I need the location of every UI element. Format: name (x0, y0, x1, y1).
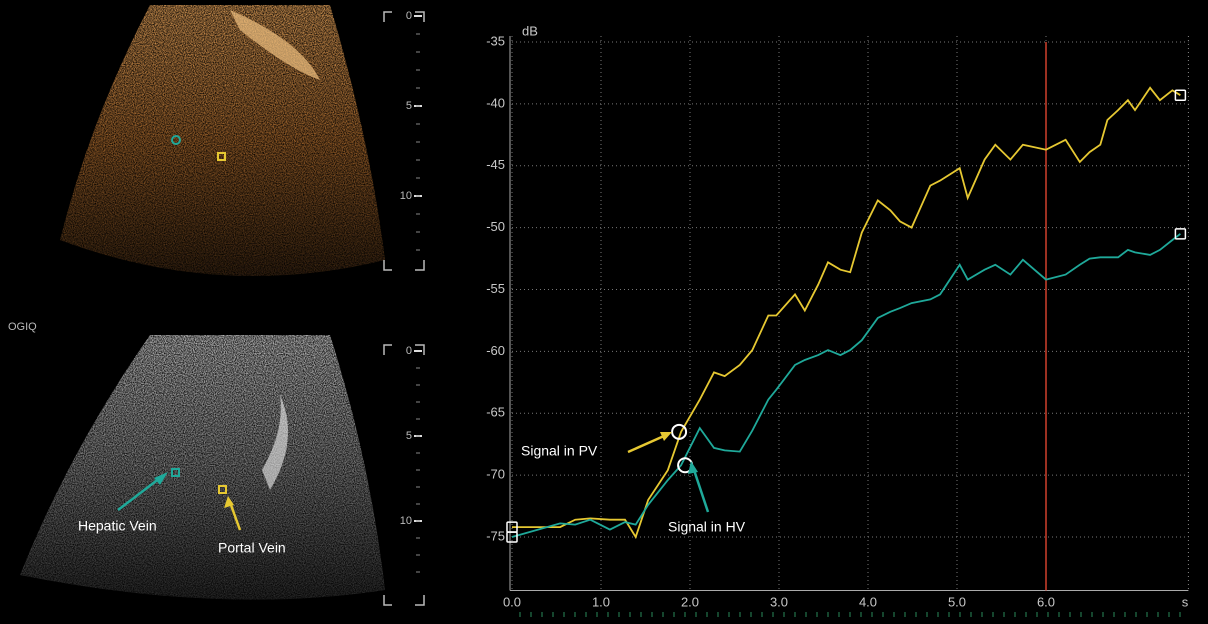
hv-arrowhead (688, 461, 698, 474)
screen: 0 5 10 0 5 10 OGIQ Hepatic Vein Portal Vein -… (0, 0, 1208, 619)
hepatic-vein-label: Hepatic Vein (78, 518, 157, 534)
y-tick-label: -35 (486, 33, 505, 48)
pv-label: Signal in PV (521, 443, 598, 459)
bmode-image (20, 335, 385, 600)
y-tick-label: -70 (486, 467, 505, 482)
x-axis-label: s (1182, 594, 1189, 609)
chart: -35 -40 -45 -50 -55 -60 -65 -70 -75 0.0 1.0 2.0 3.0 4… (486, 33, 1188, 617)
x-tick-label: 2.0 (681, 594, 699, 609)
contrast-image (60, 5, 385, 276)
series-line (512, 234, 1180, 537)
x-tick-label: 5.0 (948, 594, 966, 609)
depth-label: 5 (406, 430, 412, 442)
y-tick-label: -55 (486, 281, 505, 296)
y-tick-label: -65 (486, 405, 505, 420)
depth-label: 0 (406, 345, 412, 357)
portal-vein-label: Portal Vein (218, 540, 286, 556)
x-tick-label: 1.0 (592, 594, 610, 609)
y-tick-label: -75 (486, 528, 505, 543)
hv-label: Signal in HV (668, 519, 746, 535)
depth-ticks: 0 5 10 0 5 10 (400, 10, 422, 572)
depth-label: 10 (400, 515, 412, 527)
page: {"chart_data": { "type": "line", "y_labe… (0, 0, 1208, 619)
y-tick-label: -45 (486, 157, 505, 172)
x-tick-label: 0.0 (503, 594, 521, 609)
depth-label: 0 (406, 10, 412, 22)
y-tick-label: -60 (486, 343, 505, 358)
x-tick-label: 6.0 (1037, 594, 1055, 609)
depth-label: 10 (400, 190, 412, 202)
y-axis-label: dB (522, 23, 538, 38)
x-tick-label: 4.0 (859, 594, 877, 609)
hv-arrow (694, 470, 708, 512)
series-line (512, 88, 1180, 537)
depth-label: 5 (406, 100, 412, 112)
x-tick-label: 3.0 (770, 594, 788, 609)
system-label: OGIQ (8, 321, 37, 333)
pv-arrow (628, 436, 664, 452)
y-tick-label: -40 (486, 95, 505, 110)
y-tick-label: -50 (486, 219, 505, 234)
